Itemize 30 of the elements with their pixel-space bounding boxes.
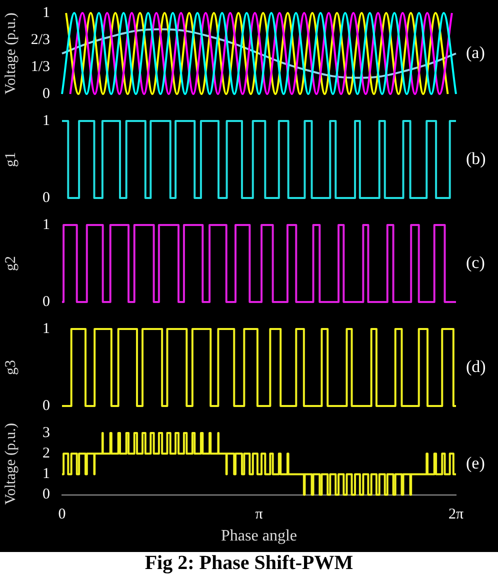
y-tick-label: 2 xyxy=(42,446,50,462)
x-tick-label: 0 xyxy=(58,506,66,523)
y-tick-label: 0 xyxy=(42,398,50,414)
y-axis-title: Voltage (p.u.) xyxy=(2,12,19,94)
text: (c) xyxy=(466,252,485,272)
y-tick-label: 1/3 xyxy=(30,58,50,75)
text: (d) xyxy=(466,356,486,376)
text: (b) xyxy=(466,148,486,168)
x-tick-label: 2π xyxy=(448,506,464,523)
x-axis-title: Phase angle xyxy=(221,528,297,545)
y-axis-title: g3 xyxy=(2,360,19,375)
y-tick-label: 1 xyxy=(42,4,50,21)
y-axis-title: g1 xyxy=(2,152,19,167)
y-tick-label: 1 xyxy=(42,216,50,233)
y-tick-label: 0 xyxy=(42,294,50,310)
caption: Fig 2: Phase Shift-PWM xyxy=(144,552,354,575)
y-tick-label: 3 xyxy=(42,424,50,441)
text: (a) xyxy=(466,42,485,62)
y-tick-label: 0 xyxy=(42,190,50,206)
line-series xyxy=(61,28,457,79)
y-axis-title: Voltage (p.u.) xyxy=(2,423,19,505)
y-axis-title: g2 xyxy=(2,256,19,271)
y-tick-label: 1 xyxy=(42,320,50,337)
y-tick-label: 0 xyxy=(42,86,50,102)
y-tick-label: 0 xyxy=(42,486,50,503)
x-tick-label: π xyxy=(255,506,264,523)
y-tick-label: 1 xyxy=(42,466,50,482)
y-tick-label: 2/3 xyxy=(30,32,50,48)
y-tick-label: 1 xyxy=(42,112,50,129)
text: (e) xyxy=(466,453,485,472)
